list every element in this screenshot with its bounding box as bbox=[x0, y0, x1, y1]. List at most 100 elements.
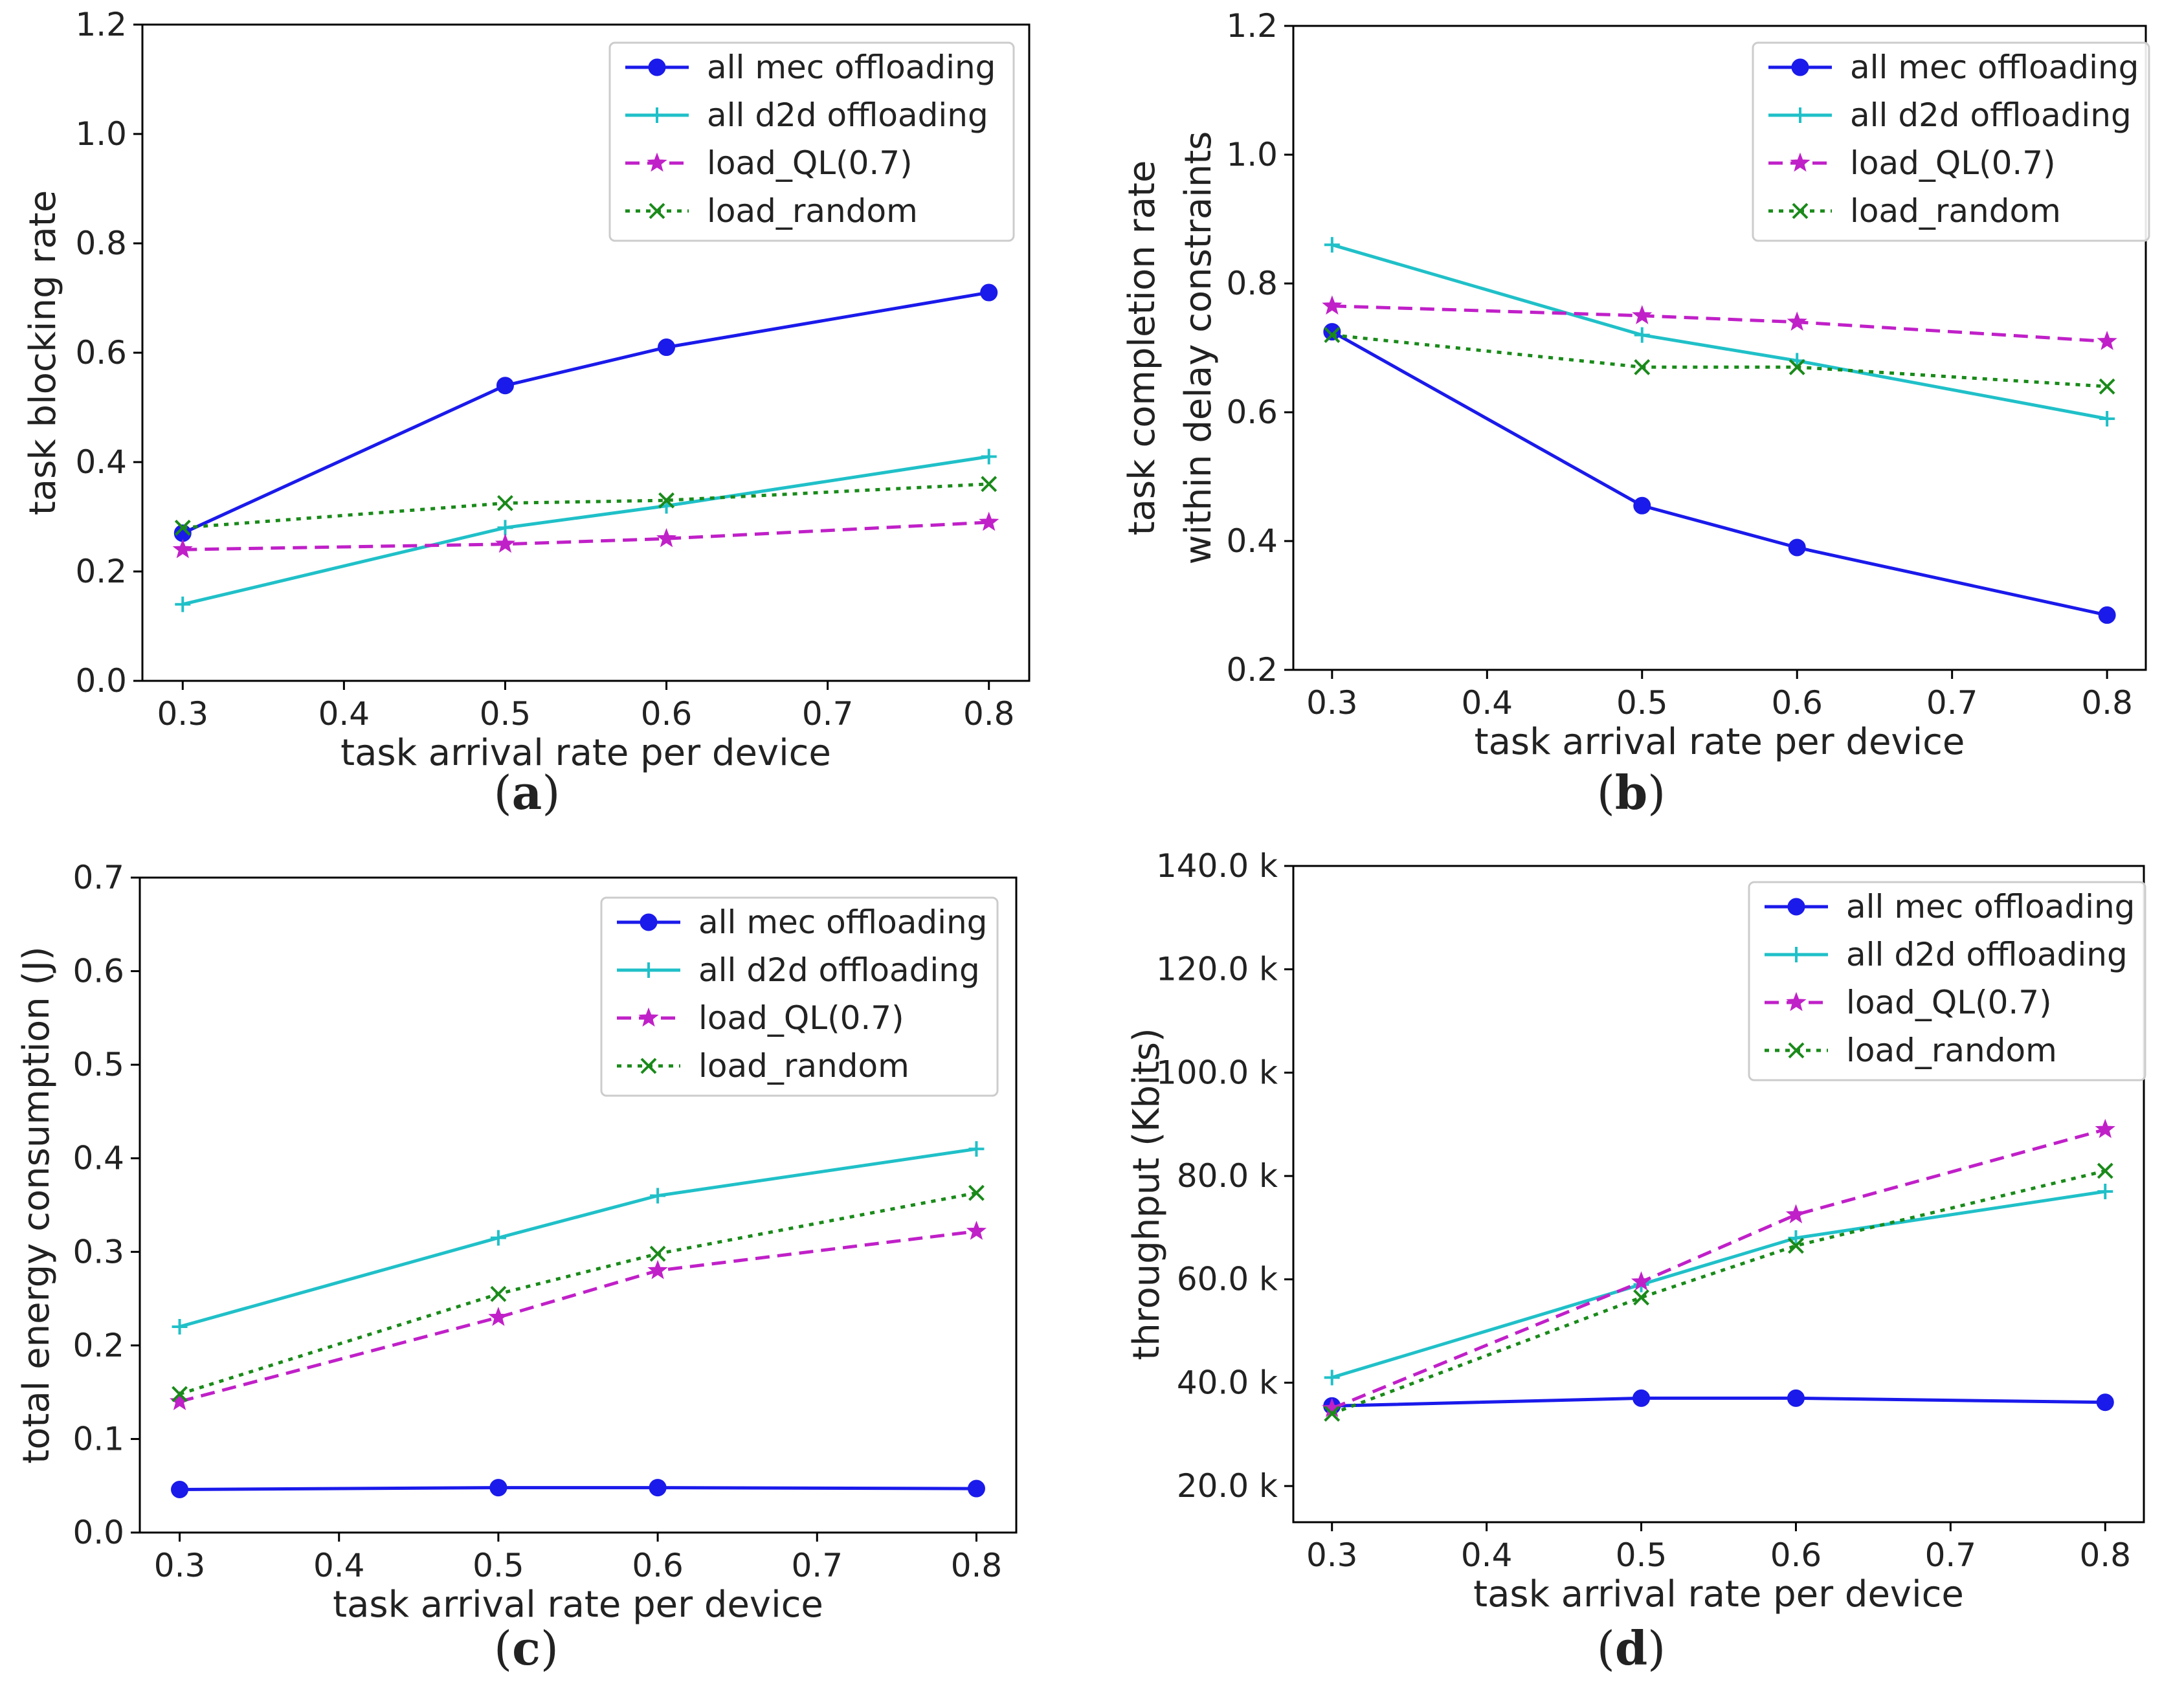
data-point-random bbox=[1324, 1405, 1341, 1422]
series-mec bbox=[173, 283, 998, 542]
series-line-mec bbox=[182, 291, 990, 535]
data-point-d2d bbox=[968, 1141, 985, 1157]
data-point-ql bbox=[1787, 311, 1807, 331]
legend-marker-d2d bbox=[649, 107, 665, 123]
y-tick-label: 100.0 k bbox=[1156, 1054, 1278, 1091]
series-d2d bbox=[172, 1141, 985, 1335]
x-tick-label: 0.5 bbox=[480, 695, 531, 733]
series-line-mec bbox=[179, 1486, 977, 1491]
legend-entry-d2d: all d2d offloading bbox=[698, 951, 980, 989]
data-point-ql bbox=[656, 527, 677, 548]
legend-marker-mec bbox=[1787, 898, 1805, 916]
panel-label-close: ) bbox=[1647, 1621, 1666, 1676]
legend-marker-random bbox=[1788, 1042, 1805, 1059]
legend-entry-random: load_random bbox=[707, 192, 918, 230]
data-point-mec bbox=[1788, 538, 1806, 557]
data-point-random bbox=[1788, 1237, 1804, 1254]
data-point-mec bbox=[489, 1479, 507, 1497]
x-tick-label: 0.4 bbox=[313, 1547, 365, 1584]
x-tick-label: 0.8 bbox=[2081, 684, 2133, 722]
data-point-d2d bbox=[497, 520, 513, 536]
series-ql bbox=[1322, 295, 2117, 350]
y-tick-label: 0.3 bbox=[72, 1233, 124, 1270]
legend-marker-d2d bbox=[641, 962, 656, 978]
data-point-random bbox=[968, 1184, 985, 1201]
y-tick-label: 0.2 bbox=[1226, 651, 1278, 689]
series-line-random bbox=[179, 1191, 977, 1396]
legend-entry-random: load_random bbox=[698, 1047, 909, 1085]
x-tick-label: 0.4 bbox=[318, 695, 370, 733]
data-point-mec bbox=[967, 1479, 985, 1498]
data-point-random bbox=[172, 1386, 188, 1402]
x-axis-label: task arrival rate per device bbox=[1475, 721, 1965, 763]
data-point-ql bbox=[488, 1307, 509, 1326]
x-tick-label: 0.7 bbox=[792, 1547, 843, 1584]
series-line-ql bbox=[183, 520, 989, 551]
x-tick-label: 0.5 bbox=[473, 1547, 524, 1584]
y-tick-label: 80.0 k bbox=[1177, 1157, 1278, 1195]
x-tick-label: 0.4 bbox=[1462, 684, 1513, 722]
series-d2d bbox=[175, 449, 997, 612]
data-point-d2d bbox=[2097, 1184, 2113, 1200]
legend-marker-d2d bbox=[1792, 107, 1808, 123]
x-tick-label: 0.6 bbox=[1770, 1536, 1822, 1574]
y-axis-label: task completion rate bbox=[1121, 161, 1163, 536]
data-point-mec bbox=[1787, 1389, 1805, 1407]
panel-label-open: ( bbox=[494, 1621, 512, 1676]
data-point-random bbox=[658, 492, 674, 509]
legend: all mec offloading all d2d offloading load… bbox=[1748, 881, 2146, 1081]
panel-label-close: ) bbox=[540, 1621, 559, 1676]
data-point-d2d bbox=[1324, 1369, 1340, 1386]
data-point-random bbox=[1324, 327, 1341, 344]
x-tick-label: 0.3 bbox=[1306, 1536, 1358, 1574]
y-tick-label: 0.2 bbox=[75, 553, 127, 590]
data-point-ql bbox=[647, 1259, 668, 1280]
panel-label-close: ) bbox=[542, 766, 560, 820]
x-tick-label: 0.8 bbox=[2080, 1536, 2132, 1574]
data-point-mec bbox=[658, 338, 676, 357]
y-tick-label: 0.8 bbox=[75, 225, 127, 262]
legend-entry-mec: all mec offloading bbox=[707, 49, 996, 86]
y-tick-label: 0.2 bbox=[72, 1327, 124, 1364]
data-point-d2d bbox=[2099, 410, 2115, 427]
data-point-mec bbox=[1633, 496, 1651, 515]
panel-label-letter: c bbox=[512, 1621, 540, 1676]
legend-box bbox=[608, 41, 1015, 242]
series-ql bbox=[169, 1221, 987, 1410]
panel-label-open: ( bbox=[1597, 1621, 1615, 1676]
data-point-mec bbox=[2098, 606, 2116, 624]
series-line-ql bbox=[1331, 1127, 2106, 1410]
y-tick-label: 0.4 bbox=[1226, 522, 1278, 560]
y-tick-label: 1.2 bbox=[75, 6, 127, 43]
legend-entry-random: load_random bbox=[1850, 192, 2061, 230]
y-axis-label: within delay constraints bbox=[1177, 131, 1220, 565]
series-mec bbox=[171, 1479, 985, 1498]
chart-panel-c: 0.3 0.4 0.5 0.6 0.7 0.8 0.0 0.1 0.2 0.3 0.4 0.5 0.6 0… bbox=[16, 859, 1018, 1676]
y-tick-label: 1.0 bbox=[75, 115, 127, 153]
y-tick-label: 0.7 bbox=[72, 859, 124, 896]
x-tick-label: 0.7 bbox=[1926, 684, 1978, 722]
legend-marker-random bbox=[649, 203, 665, 219]
panel-label-letter: a bbox=[512, 765, 542, 820]
legend-marker-ql bbox=[647, 152, 667, 172]
legend-box bbox=[1748, 881, 2146, 1081]
series-mec bbox=[1323, 1389, 2114, 1415]
legend: all mec offloading all d2d offloading load… bbox=[600, 896, 999, 1097]
data-point-ql bbox=[495, 533, 516, 553]
y-axis-label: task blocking rate bbox=[22, 190, 64, 515]
data-point-ql bbox=[1632, 305, 1653, 325]
data-point-ql bbox=[1631, 1271, 1652, 1291]
data-point-d2d bbox=[1324, 237, 1340, 253]
panel-label: (b) bbox=[1597, 765, 1666, 820]
series-random bbox=[1324, 327, 2115, 395]
data-point-mec bbox=[496, 377, 514, 395]
legend-entry-random: load_random bbox=[1846, 1032, 2057, 1069]
panel-label: (a) bbox=[494, 765, 561, 820]
data-point-random bbox=[1634, 359, 1651, 375]
y-tick-label: 1.2 bbox=[1226, 7, 1278, 45]
data-point-random bbox=[981, 476, 997, 493]
series-line-random bbox=[1331, 1169, 2106, 1415]
x-tick-label: 0.6 bbox=[641, 695, 693, 733]
series-line-ql bbox=[179, 1230, 977, 1404]
data-point-mec bbox=[1632, 1389, 1651, 1407]
